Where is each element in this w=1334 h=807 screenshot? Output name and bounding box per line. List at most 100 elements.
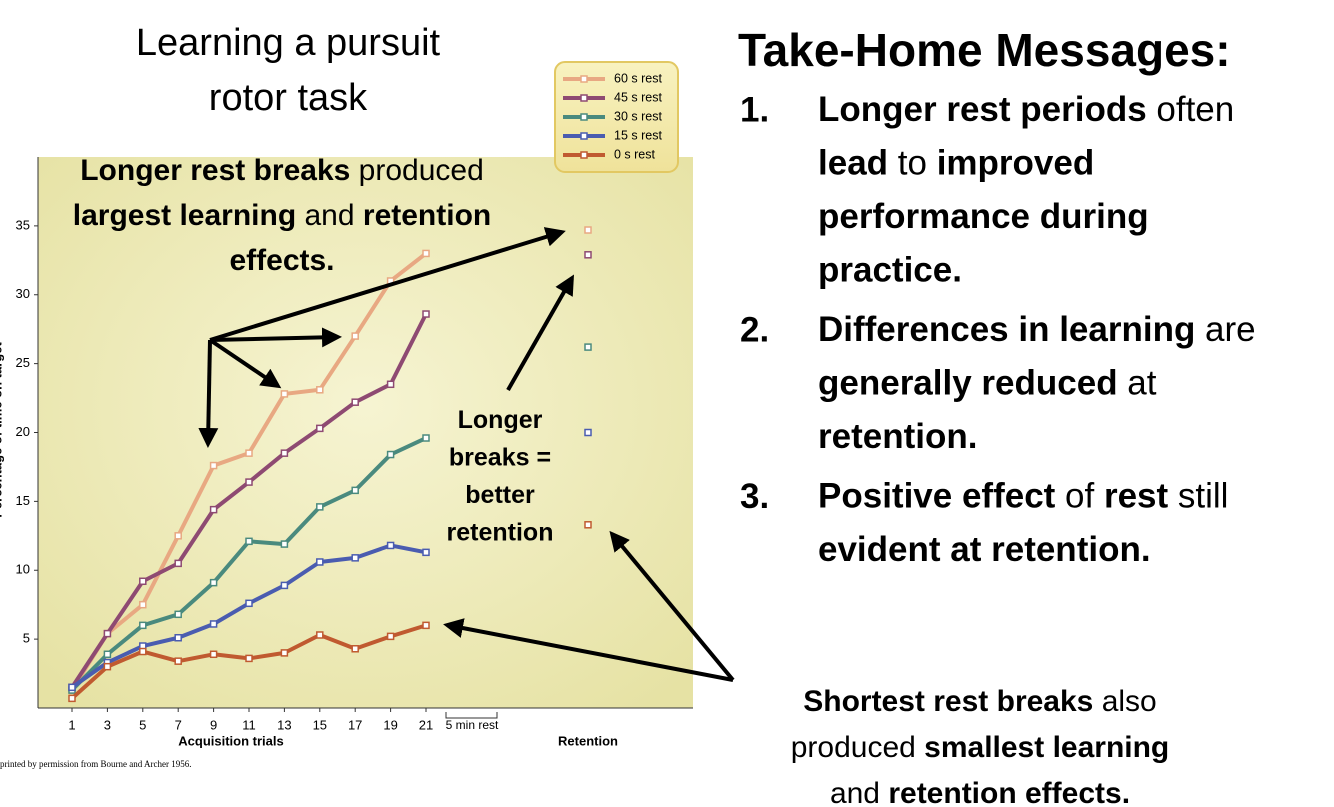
plot-background <box>38 157 693 708</box>
point <box>422 249 430 258</box>
point <box>386 541 395 550</box>
point <box>245 478 253 486</box>
slide-title: Learning a pursuit <box>136 22 441 64</box>
point <box>422 548 430 557</box>
y-tick-label: 35 <box>16 217 30 232</box>
text-run: to <box>888 144 937 183</box>
text-run: and <box>296 199 363 232</box>
point <box>386 632 395 641</box>
arrow <box>609 530 735 682</box>
annotation-line: better <box>465 481 535 509</box>
x-tick-label: 17 <box>348 717 362 732</box>
annotation-line: largest learning and retention <box>73 199 491 232</box>
text-run: lead <box>818 144 888 183</box>
arrow <box>209 227 566 342</box>
x-tick-label: 3 <box>104 717 111 732</box>
annotation-line: Longer <box>458 406 543 434</box>
text-run: breaks = <box>449 443 551 471</box>
text-run: produced <box>791 731 924 764</box>
arrows <box>198 227 735 682</box>
annotation-line: Shortest rest breaks also <box>803 685 1157 718</box>
point <box>139 600 147 609</box>
arrow <box>208 338 282 389</box>
text-run: rest <box>1104 477 1169 516</box>
y-axis-label: Percentage of time on target <box>0 342 4 518</box>
x-tick-label: 15 <box>313 717 327 732</box>
message-number: 2. <box>740 310 769 349</box>
text-run: Longer rest breaks <box>80 154 350 187</box>
rest-label: 5 min rest <box>446 718 499 732</box>
point <box>245 449 253 457</box>
annotation-line: produced smallest learning <box>791 731 1170 764</box>
retention-point <box>584 428 592 437</box>
text-run: effects. <box>229 244 334 277</box>
slide-title: rotor task <box>209 77 368 119</box>
message-line: practice. <box>818 251 962 290</box>
footnote: printed by permission from Bourne and Ar… <box>0 759 191 769</box>
point <box>351 398 359 406</box>
y-tick-label: 10 <box>16 562 30 577</box>
point <box>245 654 253 663</box>
point <box>351 486 359 495</box>
point <box>209 620 218 628</box>
marks <box>34 225 592 712</box>
x-tick-label: 5 <box>139 717 146 732</box>
legend-label: 60 s rest <box>614 71 662 85</box>
text-run: performance during <box>818 197 1149 236</box>
annotation-line: and retention effects. <box>830 777 1130 807</box>
text-run: generally reduced <box>818 364 1118 403</box>
x-tick-label: 9 <box>210 717 217 732</box>
y-tick-label: 20 <box>16 424 30 439</box>
point <box>139 577 147 586</box>
point <box>386 450 395 459</box>
text-run: retention effects. <box>888 777 1130 807</box>
x-tick-label: 1 <box>68 717 75 732</box>
text-run: better <box>465 481 535 509</box>
point <box>174 532 182 540</box>
message-line: retention. <box>818 417 977 456</box>
point <box>209 461 218 470</box>
point <box>316 503 324 511</box>
text-run: often <box>1147 90 1235 129</box>
text-run: Positive effect <box>818 477 1056 516</box>
legend-box <box>554 61 679 173</box>
x-tick-label: 11 <box>242 717 256 732</box>
point <box>422 621 430 630</box>
message-line: Longer rest periods often <box>818 90 1234 129</box>
y-tick-label: 25 <box>16 355 30 370</box>
annotation-line: breaks = <box>449 443 551 471</box>
message-number: 1. <box>740 90 769 129</box>
legend-marker <box>580 75 588 83</box>
legend-marker <box>580 94 588 102</box>
text-run: practice. <box>818 251 962 290</box>
arrow <box>209 327 342 348</box>
y-tick-label: 15 <box>16 493 30 508</box>
message-line: lead to improved <box>818 144 1094 183</box>
message-line: performance during <box>818 197 1149 236</box>
text-run: largest learning <box>73 199 296 232</box>
point <box>174 559 182 568</box>
point <box>174 633 182 642</box>
text-run: Longer rest periods <box>818 90 1147 129</box>
point <box>351 332 359 340</box>
point <box>316 424 324 433</box>
legend-marker <box>580 151 588 159</box>
text-run: evident at retention. <box>818 530 1151 569</box>
x-tick-label: 21 <box>419 717 433 732</box>
retention-point <box>584 521 592 529</box>
point <box>316 631 324 639</box>
message-line: Differences in learning are <box>818 310 1256 349</box>
point <box>103 629 112 638</box>
text-run: Shortest rest breaks <box>803 685 1093 718</box>
retention-point <box>584 226 592 234</box>
text-run: also <box>1093 685 1156 718</box>
text-run: still <box>1168 477 1228 516</box>
text-run: smallest learning <box>924 731 1169 764</box>
point <box>245 537 253 546</box>
arrow <box>198 339 219 448</box>
legend-label: 30 s rest <box>614 109 662 123</box>
point <box>316 558 324 566</box>
y-tick-label: 30 <box>16 286 30 301</box>
annotation-line: effects. <box>229 244 334 277</box>
